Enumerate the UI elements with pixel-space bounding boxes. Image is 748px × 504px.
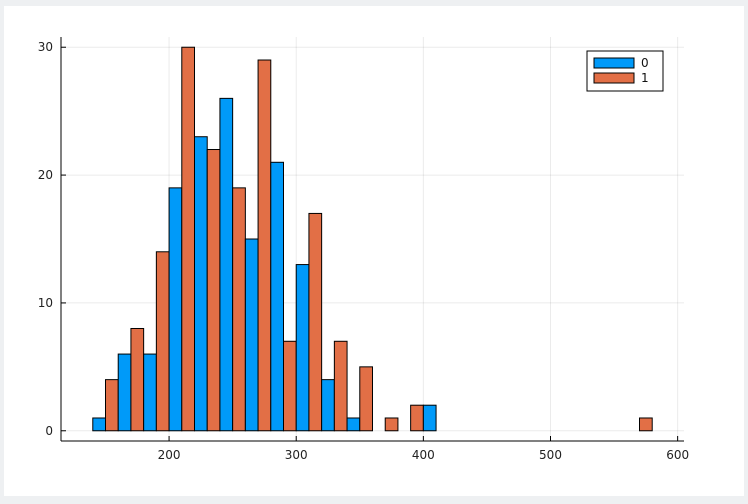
legend-swatch-1 bbox=[593, 72, 635, 84]
bar-series-1 bbox=[155, 251, 170, 432]
x-tick-label: 600 bbox=[666, 448, 689, 462]
bar-series-1 bbox=[384, 417, 399, 432]
y-tick-label: 0 bbox=[45, 424, 53, 438]
x-tick-label: 200 bbox=[158, 448, 181, 462]
bar-series-1 bbox=[232, 187, 246, 432]
bar-series-0 bbox=[219, 97, 234, 432]
legend-label-1: 1 bbox=[641, 71, 649, 85]
bar-series-1 bbox=[359, 366, 373, 432]
bar-series-0 bbox=[422, 404, 437, 432]
bar-series-1 bbox=[105, 379, 119, 432]
legend: 01 bbox=[586, 50, 664, 92]
y-tick-label: 20 bbox=[38, 168, 53, 182]
bar-series-0 bbox=[117, 353, 132, 432]
bar-series-1 bbox=[206, 149, 221, 432]
legend-box bbox=[586, 50, 664, 92]
bar-series-0 bbox=[244, 238, 259, 432]
bar-series-0 bbox=[295, 264, 310, 432]
legend-label-0: 0 bbox=[641, 56, 649, 70]
bar-series-1 bbox=[639, 417, 653, 432]
y-tick-label: 10 bbox=[38, 296, 53, 310]
x-tick-label: 300 bbox=[285, 448, 308, 462]
x-tick-label: 400 bbox=[412, 448, 435, 462]
bar-series-0 bbox=[168, 187, 183, 432]
bars bbox=[92, 46, 653, 432]
bar-series-1 bbox=[333, 340, 348, 432]
bar-series-1 bbox=[257, 59, 272, 432]
x-tick-label: 500 bbox=[539, 448, 562, 462]
bar-series-1 bbox=[410, 404, 424, 432]
legend-swatch-0 bbox=[593, 57, 635, 69]
bar-series-0 bbox=[143, 353, 157, 432]
bar-series-0 bbox=[92, 417, 106, 432]
bar-series-1 bbox=[308, 212, 323, 432]
bar-series-1 bbox=[283, 340, 297, 432]
bar-series-0 bbox=[194, 136, 208, 432]
y-tick-label: 30 bbox=[38, 40, 53, 54]
bar-series-0 bbox=[321, 379, 335, 432]
bar-series-1 bbox=[181, 46, 196, 432]
bar-series-0 bbox=[270, 161, 284, 432]
bar-series-1 bbox=[130, 327, 145, 432]
bar-series-0 bbox=[346, 417, 361, 432]
